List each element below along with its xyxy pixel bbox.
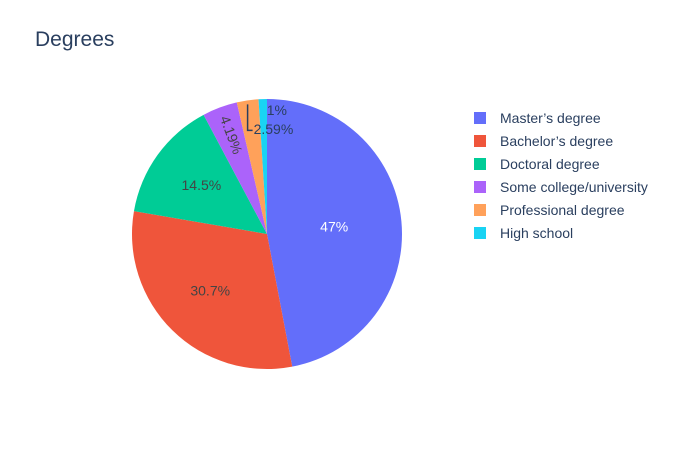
legend-item-doctoral-degree[interactable]: Doctoral degree: [474, 152, 648, 175]
legend-swatch-doctoral-degree: [474, 157, 486, 170]
pie-slice-bachelors-degree[interactable]: [131, 211, 293, 369]
legend-item-masters-degree[interactable]: Master’s degree: [474, 106, 648, 129]
pie-slice-doctoral-degree[interactable]: [133, 114, 267, 234]
legend-label-doctoral-degree: Doctoral degree: [500, 155, 600, 172]
slice-label-high-school: 1%: [267, 102, 287, 118]
legend-label-bachelors-degree: Bachelor’s degree: [500, 132, 614, 149]
legend-swatch-bachelors-degree: [474, 134, 486, 147]
slice-label-doctoral-degree: 14.5%: [182, 177, 222, 193]
legend-item-bachelors-degree[interactable]: Bachelor’s degree: [474, 129, 648, 152]
legend-item-some-college-university[interactable]: Some college/university: [474, 175, 648, 198]
legend-item-professional-degree[interactable]: Professional degree: [474, 198, 648, 221]
legend-swatch-professional-degree: [474, 203, 486, 216]
legend-swatch-high-school: [474, 226, 486, 239]
pie-slice-some-college-university[interactable]: [203, 102, 267, 234]
legend-label-high-school: High school: [500, 224, 574, 241]
legend-label-masters-degree: Master’s degree: [500, 109, 601, 126]
pie-slices: [131, 99, 402, 369]
slice-label-professional-degree: 2.59%: [254, 121, 294, 137]
leader-line-professional-degree: [246, 104, 253, 132]
legend-label-some-college-university: Some college/university: [500, 178, 648, 195]
legend-swatch-masters-degree: [474, 111, 486, 124]
legend: Master’s degree Bachelor’s degree Doctoral…: [474, 106, 648, 244]
pie-slice-professional-degree[interactable]: [236, 99, 267, 234]
pie-slice-masters-degree[interactable]: [267, 99, 402, 367]
legend-swatch-some-college-university: [474, 180, 486, 193]
slice-label-masters-degree: 47%: [320, 218, 348, 234]
chart-title: Degrees: [35, 28, 115, 51]
legend-label-professional-degree: Professional degree: [500, 201, 625, 218]
legend-item-high-school[interactable]: High school: [474, 221, 648, 244]
slice-label-bachelors-degree: 30.7%: [190, 282, 230, 298]
pie-slice-high-school[interactable]: [258, 99, 267, 234]
